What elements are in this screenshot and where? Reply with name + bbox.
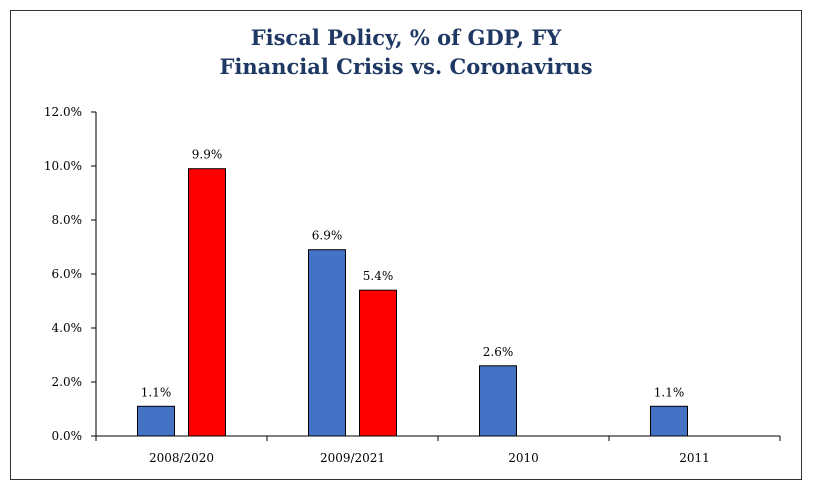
bar-1-1 [137, 405, 175, 437]
bar-1-2 [308, 249, 346, 437]
y-tick-label: 12.0% [44, 105, 82, 119]
chart-subtitle: Financial Crisis vs. Coronavirus [219, 54, 593, 79]
bar-1-4 [650, 405, 688, 437]
bar-1-3 [479, 365, 517, 437]
data-labels: 1.1% 9.9% 6.9% 5.4% 2.6% 1.1% [141, 148, 685, 400]
y-axis: 0.0% 2.0% 4.0% 6.0% 8.0% 10.0% 12.0% [44, 105, 97, 443]
chart-title: Fiscal Policy, % of GDP, FY [250, 25, 562, 50]
data-label: 1.1% [654, 385, 685, 399]
y-tick-label: 6.0% [52, 267, 83, 281]
data-label: 1.1% [141, 385, 172, 399]
x-tick-label: 2010 [508, 451, 539, 465]
y-tick-label: 2.0% [52, 375, 83, 389]
y-tick-label: 8.0% [52, 213, 83, 227]
chart-frame [10, 10, 802, 480]
bars [137, 168, 688, 437]
y-tick-label: 0.0% [52, 429, 83, 443]
y-tick-label: 10.0% [44, 159, 82, 173]
x-tick-label: 2011 [679, 451, 710, 465]
y-tick-label: 4.0% [52, 321, 83, 335]
bar-2-1 [188, 168, 226, 437]
data-label: 9.9% [192, 148, 223, 162]
data-label: 2.6% [483, 345, 514, 359]
x-tick-label: 2008/2020 [149, 451, 214, 465]
bar-2-2 [359, 289, 397, 437]
x-tick-label: 2009/2021 [320, 451, 385, 465]
x-axis: 2008/2020 2009/2021 2010 2011 [95, 435, 781, 465]
data-label: 5.4% [363, 269, 394, 283]
data-label: 6.9% [312, 229, 343, 243]
